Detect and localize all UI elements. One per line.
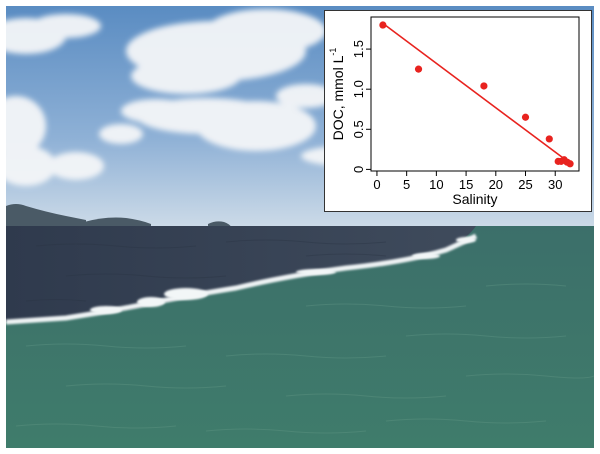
y-axis-label-main: DOC, mmol L (330, 55, 346, 140)
regression-line (382, 22, 574, 167)
x-tick-label: 10 (429, 177, 443, 192)
foam-patches (90, 237, 476, 314)
data-point (521, 113, 530, 121)
river-texture (25, 239, 387, 302)
x-tick-label: 25 (518, 177, 532, 192)
y-tick-label: 1.5 (351, 40, 366, 58)
chart-axes (370, 16, 580, 172)
y-axis-label-superscript: -1 (328, 48, 338, 56)
chart-points (379, 21, 574, 168)
y-axis-label: DOC, mmol L-1 (328, 48, 345, 141)
cloud-icon (6, 9, 391, 186)
x-tick-label: 15 (459, 177, 473, 192)
x-axis-label: Salinity (452, 191, 497, 207)
y-tick-label: 1.0 (351, 80, 366, 98)
chart-svg: 0 5 10 15 20 25 30 0 0.5 1.0 1.5 Salinity DOC, mmo… (328, 16, 580, 207)
y-tick-label: 0 (351, 166, 366, 173)
data-point (545, 135, 553, 143)
data-point (379, 21, 387, 29)
data-point (414, 65, 423, 73)
x-tick-label: 30 (548, 177, 562, 192)
chart-fit-line (382, 22, 574, 167)
doc-salinity-chart: 0 5 10 15 20 25 30 0 0.5 1.0 1.5 Salinity DOC, mmo… (324, 10, 592, 212)
x-tick-label: 5 (403, 177, 410, 192)
y-tick-label: 0.5 (351, 120, 366, 138)
data-point (480, 82, 488, 90)
plot-frame (370, 16, 580, 172)
data-point (566, 160, 574, 168)
river-plume (6, 226, 476, 322)
wave-texture (15, 283, 594, 434)
foam-line (6, 233, 478, 325)
x-tick-label: 20 (489, 177, 503, 192)
chart-ticks: 0 5 10 15 20 25 30 0 0.5 1.0 1.5 (351, 40, 562, 192)
x-tick-label: 0 (373, 177, 380, 192)
